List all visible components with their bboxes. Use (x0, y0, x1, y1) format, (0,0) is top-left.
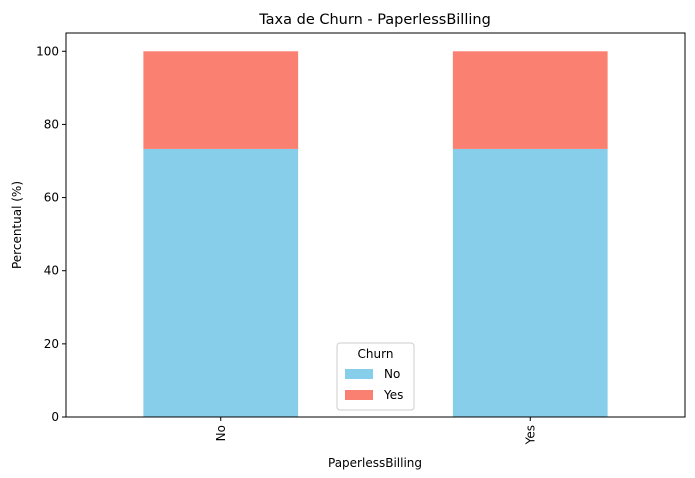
y-tick-label: 20 (44, 337, 59, 351)
legend-title: Churn (358, 347, 394, 361)
legend: Churn No Yes (336, 342, 415, 411)
y-axis-label: Percentual (%) (10, 181, 24, 269)
y-tick-label: 60 (44, 191, 59, 205)
plot-frame (65, 32, 686, 418)
bar-yes-yes (452, 51, 608, 149)
plot-area (143, 51, 608, 417)
y-axis: 0 20 40 60 80 100 (36, 44, 66, 424)
bar-no-yes (143, 51, 299, 149)
y-tick-label: 40 (44, 264, 59, 278)
x-tick-label: No (214, 425, 228, 441)
legend-swatch-yes (345, 390, 373, 400)
x-axis: No Yes (214, 417, 537, 445)
chart-title: Taxa de Churn - PaperlessBilling (258, 12, 491, 28)
bar-no-no (143, 148, 299, 417)
bar-yes-no (452, 148, 608, 417)
y-tick-label: 80 (44, 117, 59, 131)
legend-label-yes: Yes (383, 388, 403, 402)
x-axis-label: PaperlessBilling (328, 456, 422, 470)
y-tick-label: 100 (36, 44, 59, 58)
x-tick-label: Yes (523, 425, 537, 445)
y-tick-label: 0 (51, 410, 59, 424)
legend-swatch-no (345, 369, 373, 379)
legend-label-no: No (384, 367, 400, 381)
